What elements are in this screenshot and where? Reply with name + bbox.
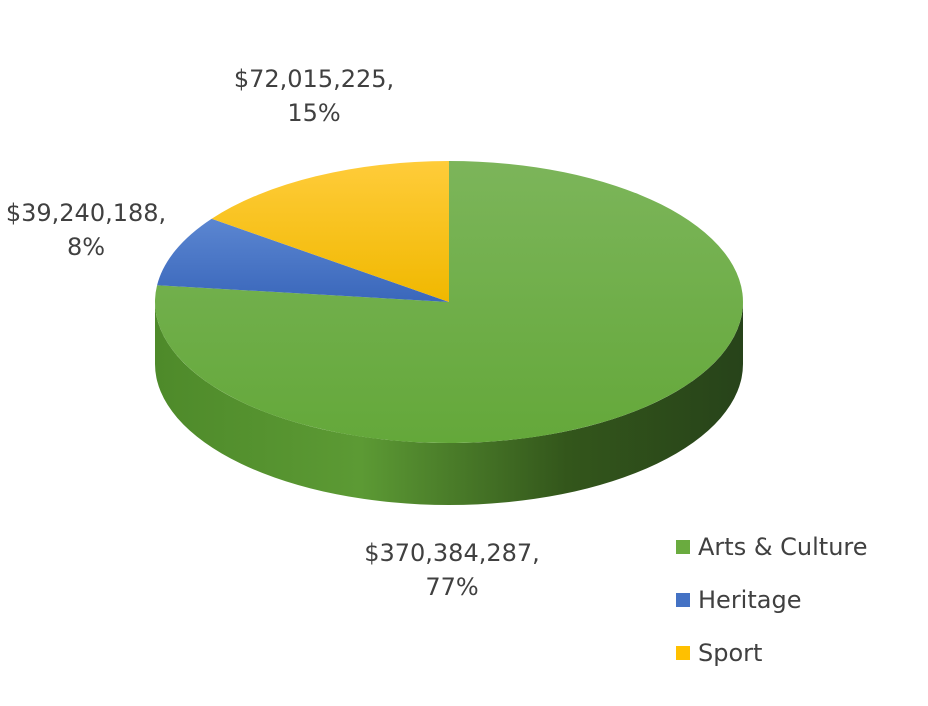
slice-heritage bbox=[157, 218, 449, 302]
legend-item-heritage: Heritage bbox=[676, 573, 868, 626]
pie-side-wall bbox=[155, 302, 743, 505]
label-heritage: $39,240,188, 8% bbox=[0, 196, 172, 264]
label-arts-culture: $370,384,287, 77% bbox=[340, 536, 564, 604]
legend-label-heritage: Heritage bbox=[698, 585, 802, 614]
legend-label-arts-culture: Arts & Culture bbox=[698, 532, 868, 561]
legend-swatch-arts-culture bbox=[676, 539, 690, 554]
slice-sport bbox=[211, 161, 449, 302]
label-arts-culture-value: $370,384,287, bbox=[364, 539, 540, 567]
pie-top-face bbox=[154, 161, 743, 443]
pie-side-arts-culture bbox=[155, 302, 743, 505]
label-heritage-value: $39,240,188, bbox=[5, 199, 167, 227]
label-arts-culture-percent: 77% bbox=[425, 573, 479, 601]
chart-legend: Arts & Culture Heritage Sport bbox=[676, 520, 868, 679]
legend-swatch-sport bbox=[676, 645, 690, 660]
label-heritage-percent: 8% bbox=[66, 233, 106, 261]
legend-label-sport: Sport bbox=[698, 638, 763, 667]
label-sport-value: $72,015,225, bbox=[233, 65, 395, 93]
legend-item-arts-culture: Arts & Culture bbox=[676, 520, 868, 573]
legend-swatch-heritage bbox=[676, 592, 690, 607]
legend-item-sport: Sport bbox=[676, 626, 868, 679]
slice-arts-culture bbox=[154, 161, 743, 443]
label-sport-percent: 15% bbox=[287, 99, 341, 127]
label-sport: $72,015,225, 15% bbox=[216, 62, 412, 130]
